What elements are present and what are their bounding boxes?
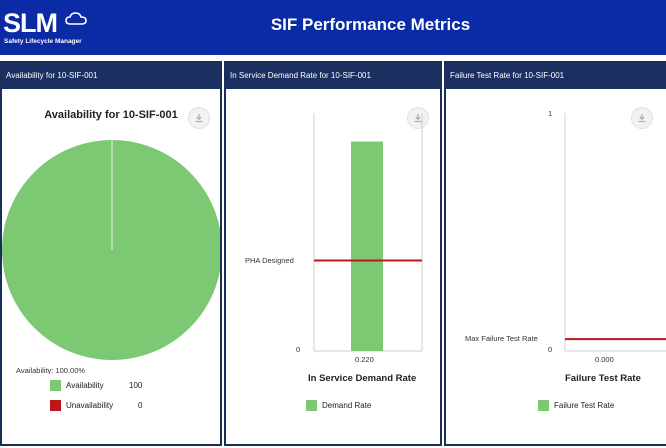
availability-panel: Availability for 10-SIF-001 Availability… xyxy=(0,61,222,446)
legend-label-demand-rate[interactable]: Demand Rate xyxy=(322,401,372,410)
chart-title: In Service Demand Rate xyxy=(308,373,417,384)
availability-pie-chart xyxy=(2,140,220,360)
download-button[interactable] xyxy=(631,107,653,129)
x-tick-label: 0.220 xyxy=(355,355,374,364)
download-button[interactable] xyxy=(188,107,210,129)
y-tick-label-max: 1 xyxy=(548,109,553,118)
cloud-icon xyxy=(65,12,87,25)
demand-rate-panel: In Service Demand Rate for 10-SIF-001 PH… xyxy=(224,61,442,446)
legend-swatch-demand-rate[interactable] xyxy=(306,400,317,411)
download-icon xyxy=(638,114,646,123)
y-tick-label-min: 0 xyxy=(548,345,553,354)
legend-label-unavailability[interactable]: Unavailability xyxy=(66,401,114,410)
download-icon xyxy=(195,114,203,123)
y-tick-label: 0 xyxy=(296,345,301,354)
legend-swatch-failure-test-rate[interactable] xyxy=(538,400,549,411)
slm-logo[interactable]: SLM Safety Lifecycle Manager xyxy=(3,8,88,48)
panel-header: Availability for 10-SIF-001 xyxy=(2,63,220,89)
download-icon xyxy=(414,114,422,123)
legend-label-availability[interactable]: Availability xyxy=(66,381,104,390)
x-tick-label: 0.000 xyxy=(595,355,614,364)
panel-header: Failure Test Rate for 10-SIF-001 xyxy=(446,63,666,89)
app-header: SLM Safety Lifecycle Manager SIF Perform… xyxy=(0,0,666,55)
logo-text: SLM xyxy=(3,8,58,38)
legend-value-availability: 100 xyxy=(129,381,143,390)
legend-swatch-unavailability[interactable] xyxy=(50,400,61,411)
bar-demand-rate[interactable] xyxy=(351,141,383,351)
pie-slice-availability[interactable] xyxy=(2,140,220,360)
logo-subtitle: Safety Lifecycle Manager xyxy=(4,38,82,45)
demand-rate-chart xyxy=(313,113,423,352)
legend-value-unavailability: 0 xyxy=(138,401,143,410)
chart-title: Availability for 10-SIF-001 xyxy=(44,109,178,121)
failure-test-rate-chart xyxy=(564,113,666,352)
reference-label: PHA Designed xyxy=(245,255,294,265)
legend-swatch-availability[interactable] xyxy=(50,380,61,391)
page-title: SIF Performance Metrics xyxy=(270,15,471,34)
reference-label: Max Failure Test Rate xyxy=(465,334,538,344)
chart-title: Failure Test Rate xyxy=(565,373,641,384)
download-button[interactable] xyxy=(407,107,429,129)
pie-data-label: Availability: 100.00% xyxy=(16,366,86,374)
panel-header: In Service Demand Rate for 10-SIF-001 xyxy=(226,63,440,89)
legend-label-failure-test-rate[interactable]: Failure Test Rate xyxy=(554,401,615,410)
failure-test-rate-panel: Failure Test Rate for 10-SIF-001 1 Max F… xyxy=(444,61,666,446)
